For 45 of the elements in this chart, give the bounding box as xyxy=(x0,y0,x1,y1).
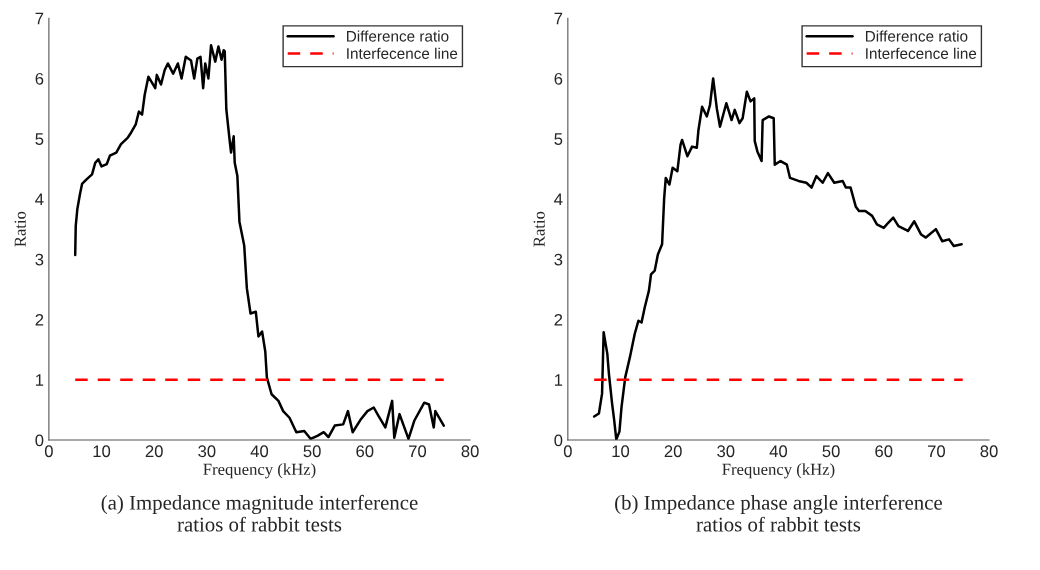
x-tick-label: 50 xyxy=(822,445,840,458)
y-axis-title: Ratio xyxy=(14,211,26,247)
text: (b) Impedance phase angle interference ratios of rabbit tests xyxy=(615,494,942,532)
y-tick-label: 1 xyxy=(36,374,44,386)
y-tick-label: 2 xyxy=(554,313,563,326)
x-tick-label: 70 xyxy=(927,445,946,458)
line-series xyxy=(592,77,963,441)
x-tick-label: 30 xyxy=(198,445,216,458)
x-tick-label: 80 xyxy=(980,445,998,458)
x-tick-label: 70 xyxy=(409,445,427,458)
legend-label: Difference ratio xyxy=(347,30,449,42)
x-tick-label: 80 xyxy=(461,445,479,458)
x-tick-label: 10 xyxy=(612,445,630,458)
legend-label: Difference ratio xyxy=(865,30,968,42)
x-tick-label: 40 xyxy=(250,445,269,458)
x-tick-label: 40 xyxy=(769,445,788,458)
y-tick-label: 5 xyxy=(35,133,44,145)
y-tick-label: 0 xyxy=(35,434,44,447)
y-axis-title: Ratio xyxy=(533,211,545,247)
y-tick-label: 1 xyxy=(554,374,563,386)
x-tick-label: 10 xyxy=(93,445,111,458)
y-tick-label: 7 xyxy=(35,12,44,25)
x-tick-label: 0 xyxy=(563,445,572,458)
y-tick-label: 3 xyxy=(35,253,44,266)
legend-label: Interfecence line xyxy=(347,47,458,59)
x-tick-label: 60 xyxy=(875,445,893,458)
y-tick-label: 0 xyxy=(554,434,563,447)
x-axis-title: Frequency (kHz) xyxy=(203,463,316,479)
y-tick-label: 5 xyxy=(554,133,563,145)
y-tick-label: 6 xyxy=(35,72,44,85)
x-tick-label: 0 xyxy=(44,445,53,458)
y-tick-label: 7 xyxy=(554,12,563,25)
x-tick-label: 30 xyxy=(717,445,735,458)
x-tick-label: 20 xyxy=(664,445,682,458)
y-tick-label: 3 xyxy=(554,253,563,266)
text: (a) Impedance magnitude interference ratios of rabbit tests xyxy=(101,494,418,532)
y-tick-label: 4 xyxy=(554,193,563,206)
y-tick-label: 6 xyxy=(554,72,563,85)
x-tick-label: 20 xyxy=(145,445,163,458)
y-tick-label: 4 xyxy=(35,193,44,206)
x-axis-title: Frequency (kHz) xyxy=(722,463,835,479)
x-tick-label: 60 xyxy=(356,445,374,458)
y-tick-label: 2 xyxy=(35,313,44,326)
legend-label: Interfecence line xyxy=(866,47,977,59)
x-tick-label: 50 xyxy=(303,445,321,458)
